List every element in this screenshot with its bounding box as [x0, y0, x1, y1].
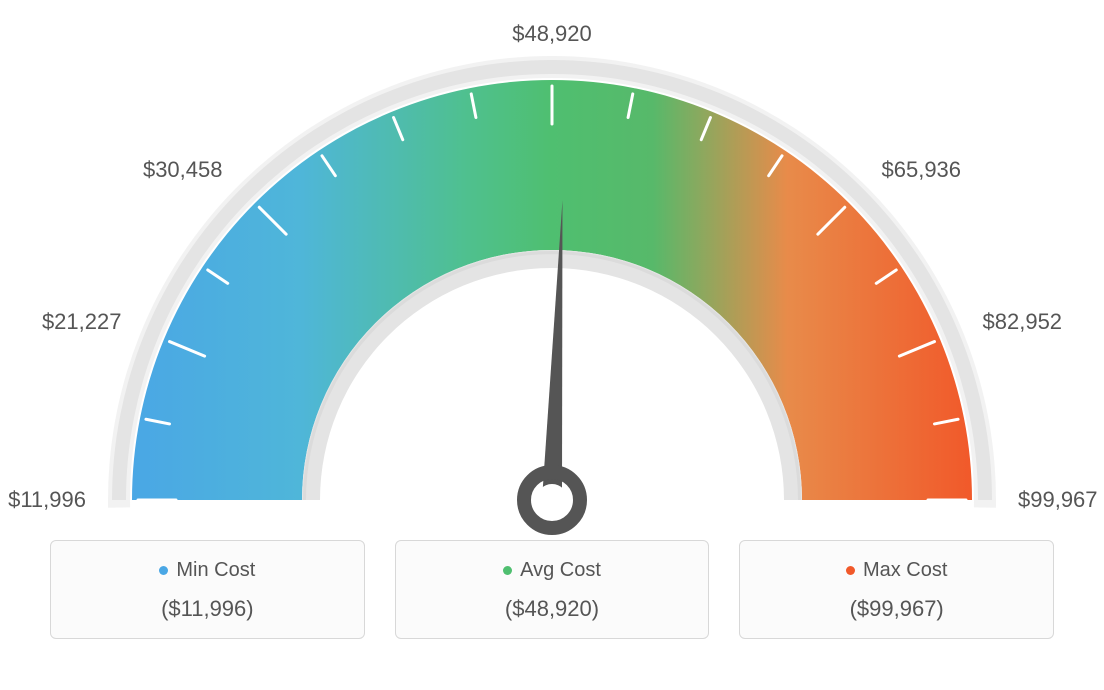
max-cost-label: Max Cost — [863, 559, 947, 582]
min-dot-icon — [159, 566, 168, 575]
avg-cost-label: Avg Cost — [520, 559, 601, 582]
max-cost-value: ($99,967) — [750, 596, 1043, 622]
max-cost-title: Max Cost — [846, 559, 947, 582]
avg-cost-title: Avg Cost — [503, 559, 601, 582]
legend-cards: Min Cost ($11,996) Avg Cost ($48,920) Ma… — [0, 540, 1104, 639]
gauge-tick-label: $48,920 — [512, 21, 592, 47]
gauge-chart: $11,996 $21,227 $30,458 $48,920 $65,936 $82,9… — [0, 0, 1104, 540]
gauge-tick-label: $82,952 — [983, 309, 1063, 335]
gauge-tick-label: $21,227 — [42, 309, 122, 335]
min-cost-card: Min Cost ($11,996) — [50, 540, 365, 639]
gauge-tick-label: $11,996 — [8, 487, 86, 513]
gauge-tick-label: $99,967 — [1018, 487, 1098, 513]
max-cost-card: Max Cost ($99,967) — [739, 540, 1054, 639]
avg-cost-card: Avg Cost ($48,920) — [395, 540, 710, 639]
gauge-tick-label: $30,458 — [143, 157, 223, 183]
gauge-svg — [0, 0, 1104, 540]
gauge-tick-label: $65,936 — [882, 157, 962, 183]
avg-cost-value: ($48,920) — [406, 596, 699, 622]
min-cost-title: Min Cost — [159, 559, 255, 582]
min-cost-label: Min Cost — [176, 559, 255, 582]
max-dot-icon — [846, 566, 855, 575]
min-cost-value: ($11,996) — [61, 596, 354, 622]
avg-dot-icon — [503, 566, 512, 575]
